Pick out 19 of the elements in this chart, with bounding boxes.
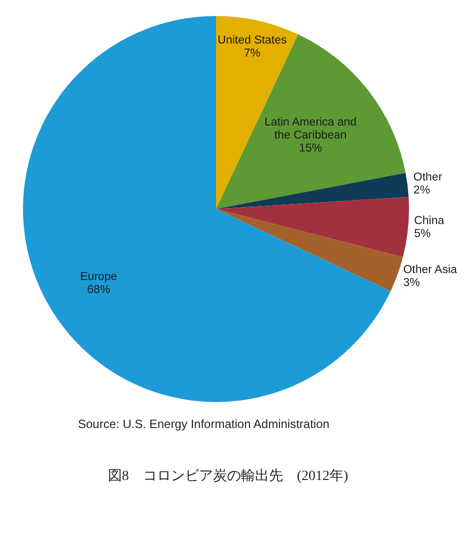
slice-label: United States: [218, 34, 287, 47]
slice-label: Europe: [80, 270, 118, 283]
slice-label: Other: [413, 172, 442, 184]
data-label: 3%: [403, 276, 420, 289]
slice-label: Latin America and the Caribbean: [264, 116, 357, 142]
data-label: 68%: [87, 284, 110, 296]
pie-slice: [216, 196, 409, 257]
slice-label: Other Asia: [403, 264, 458, 276]
data-label: 7%: [244, 48, 261, 60]
text: 図8 コロンビア炭の輸出先 (2012年): [106, 468, 350, 485]
source-note: Source: U.S. Energy Information Administration: [78, 417, 330, 431]
data-label: 2%: [413, 184, 430, 197]
pie-slice: [216, 172, 409, 209]
pie-slice: [216, 34, 406, 209]
data-label: 15%: [299, 142, 322, 155]
slice-label: China: [414, 215, 445, 228]
pie-slice: [216, 209, 403, 292]
pie-slice: [23, 16, 391, 402]
data-label: 5%: [414, 228, 431, 240]
